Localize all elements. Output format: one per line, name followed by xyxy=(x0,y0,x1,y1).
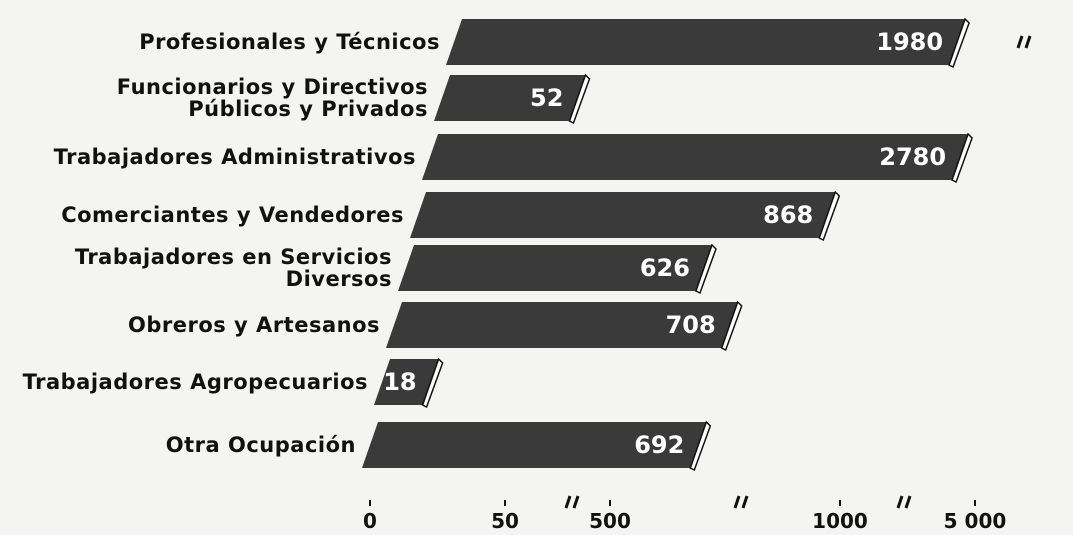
x-tick-label: 500 xyxy=(589,509,631,533)
bar-edge xyxy=(720,300,743,352)
bar xyxy=(446,19,966,65)
bar-edge xyxy=(695,243,717,295)
bar-edge xyxy=(948,17,970,69)
bar-edge xyxy=(818,190,841,242)
category-label: Trabajadores en Servicios Diversos xyxy=(74,245,392,291)
x-tick-label: 50 xyxy=(491,509,519,533)
value-label: 708 xyxy=(666,311,716,339)
value-label: 1980 xyxy=(876,28,943,56)
bar xyxy=(386,302,738,348)
category-label: Otra Ocupación xyxy=(165,433,356,457)
value-label: 52 xyxy=(530,84,563,112)
bar xyxy=(434,75,586,121)
bar xyxy=(362,422,707,468)
category-label: Comerciantes y Vendedores xyxy=(61,203,404,227)
bar-edge xyxy=(421,357,444,409)
value-label: 692 xyxy=(634,431,684,459)
bar-edge xyxy=(689,420,712,472)
x-tick-label: 0 xyxy=(363,509,377,533)
value-label: 2780 xyxy=(879,143,946,171)
x-tick-label: 5 000 xyxy=(944,509,1007,533)
category-label: Trabajadores Administrativos xyxy=(53,145,416,169)
axis-break-marks xyxy=(564,35,1032,509)
bar-edge xyxy=(951,132,973,184)
category-label: Funcionarios y Directivos Públicos y Pri… xyxy=(116,75,428,121)
category-label: Profesionales y Técnicos xyxy=(139,30,440,54)
bar xyxy=(398,245,712,291)
bar xyxy=(422,134,969,180)
category-label: Trabajadores Agropecuarios xyxy=(22,370,368,394)
value-label: 626 xyxy=(640,254,690,282)
value-label: 18 xyxy=(383,368,416,396)
x-tick-label: 1000 xyxy=(812,509,868,533)
bar xyxy=(374,359,439,405)
bar-edge xyxy=(568,73,591,125)
category-label: Obreros y Artesanos xyxy=(127,313,380,337)
bar xyxy=(410,192,836,238)
value-label: 868 xyxy=(763,201,813,229)
